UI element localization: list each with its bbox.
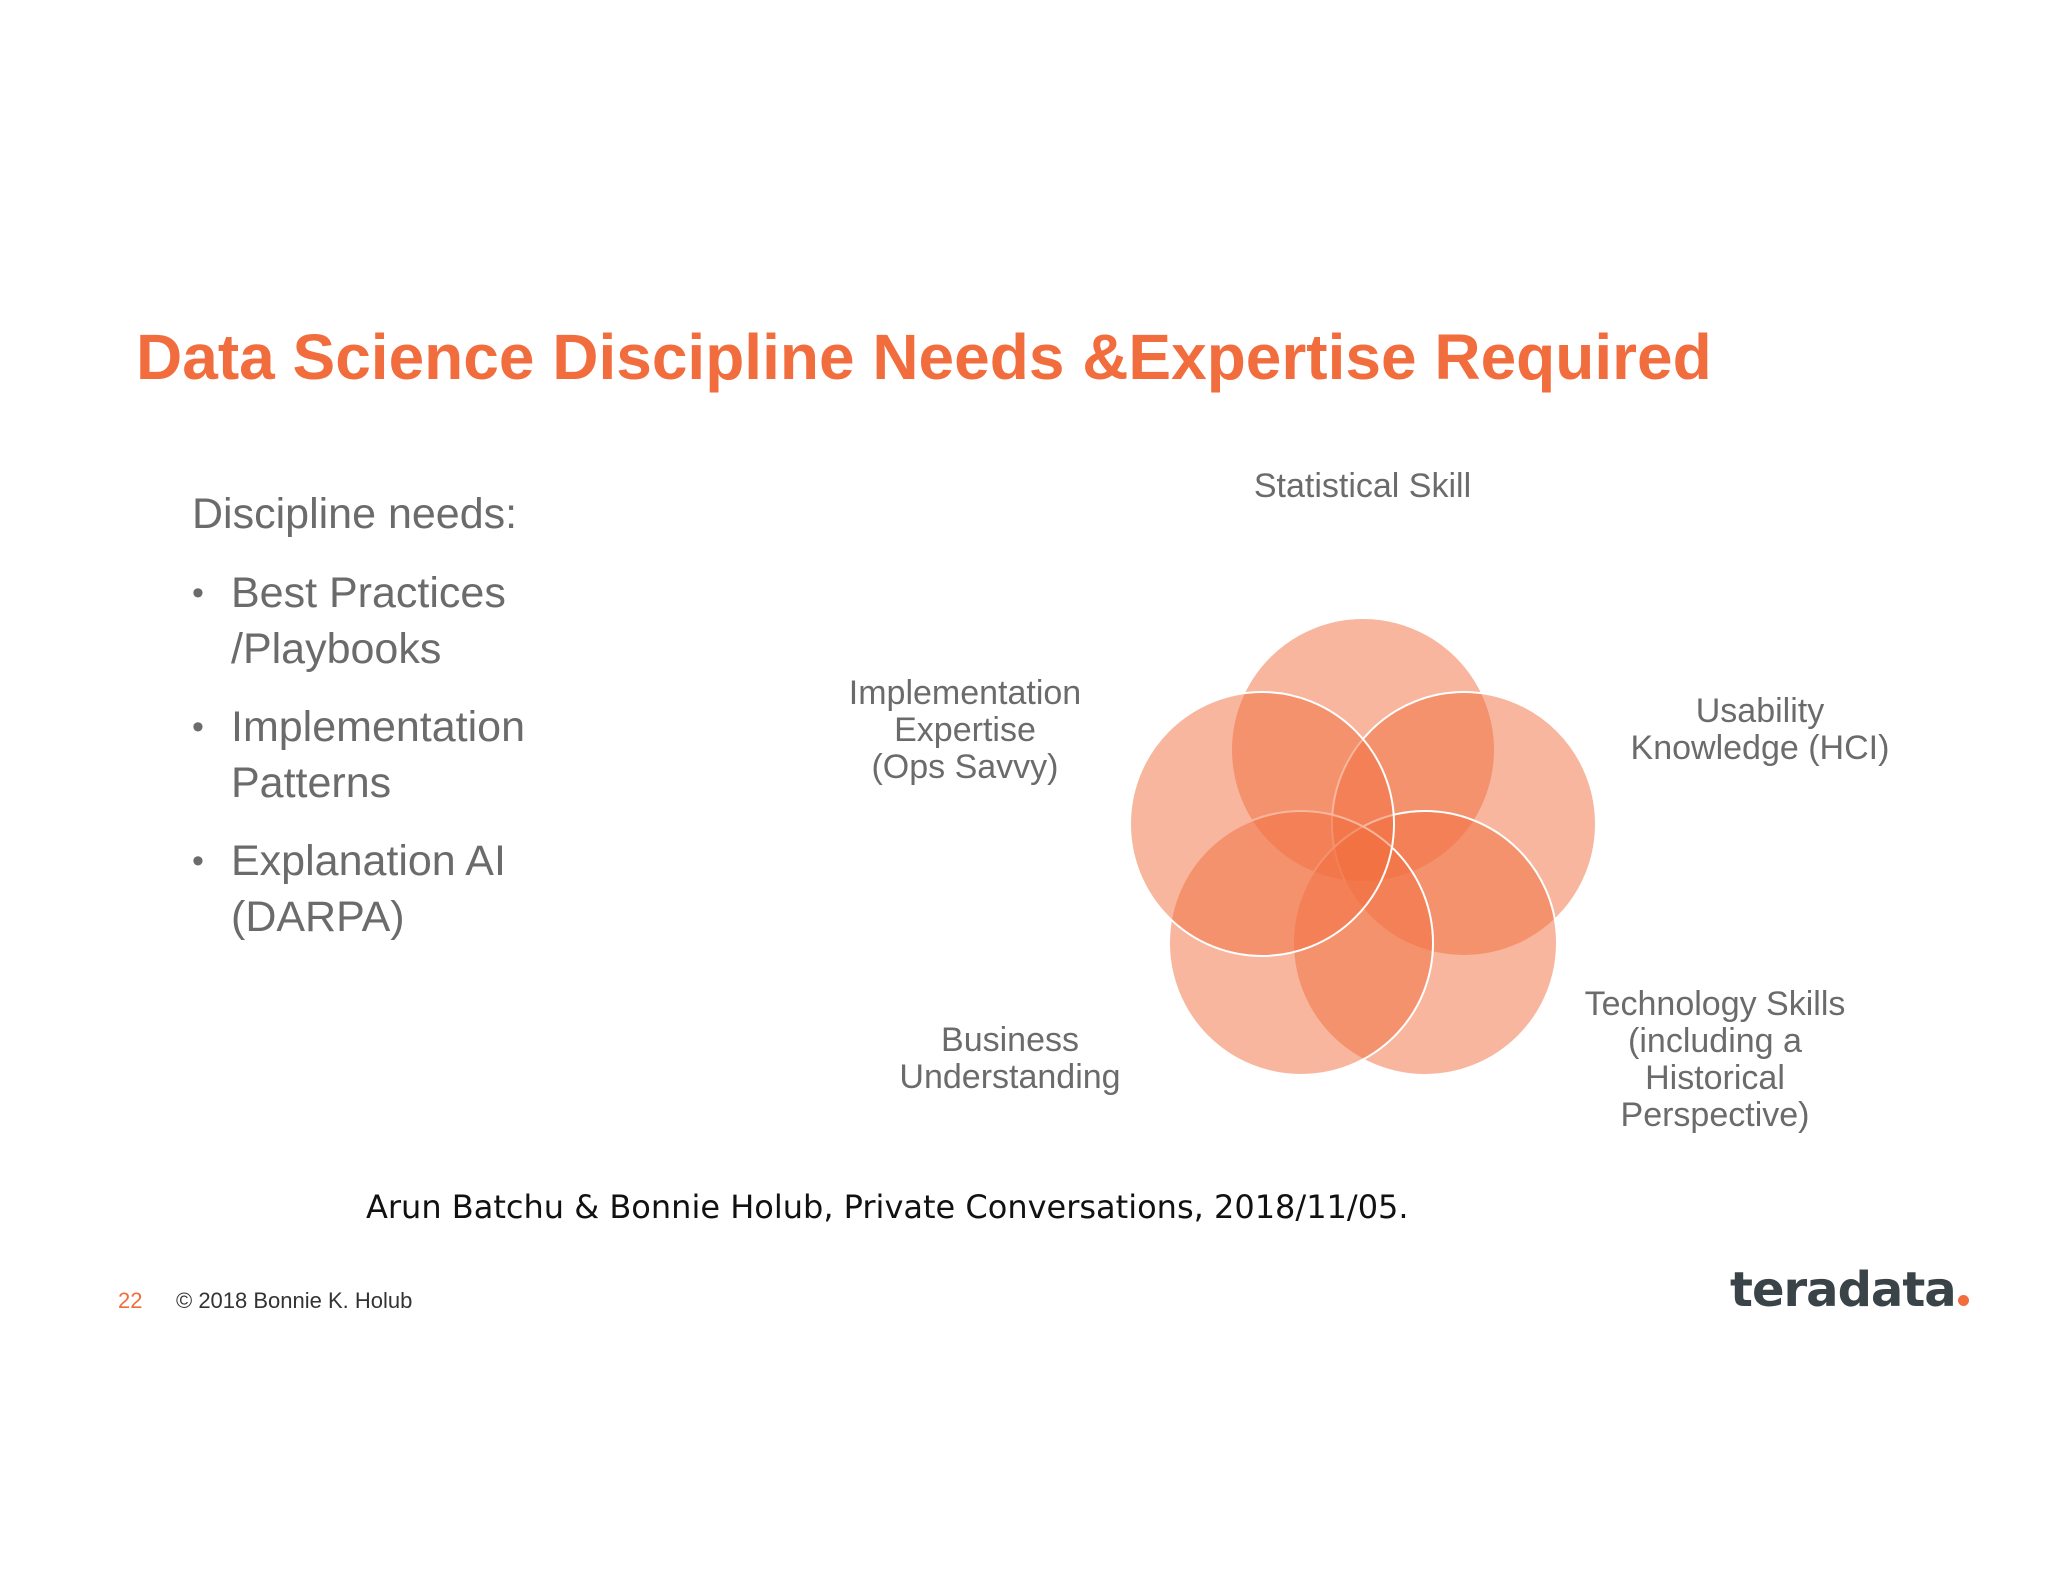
slide-title: Data Science Discipline Needs &Expertise… xyxy=(136,321,1712,393)
citation: Arun Batchu & Bonnie Holub, Private Conv… xyxy=(366,1188,1409,1226)
list-item-line: Patterns xyxy=(231,759,392,807)
bullet-icon: • xyxy=(192,574,204,612)
venn-circles xyxy=(1129,617,1597,1076)
circle-implementation-expertise xyxy=(1129,691,1395,957)
list-item: • Implementation Patterns xyxy=(192,699,632,811)
label-statistical-skill: Statistical Skill xyxy=(1253,467,1472,505)
logo-text: teradata xyxy=(1730,1262,1957,1318)
list-item-line: /Playbooks xyxy=(231,625,442,673)
teradata-logo: teradata xyxy=(1730,1262,1969,1318)
list-item: • Best Practices /Playbooks xyxy=(192,565,632,677)
label-technology-skills: Technology Skills (including a Historica… xyxy=(1584,985,1846,1134)
label-usability-knowledge: Usability Knowledge (HCI) xyxy=(1630,692,1890,767)
copyright-notice: © 2018 Bonnie K. Holub xyxy=(176,1288,413,1313)
list-item-line: Explanation AI xyxy=(231,837,506,885)
discipline-needs-list: • Best Practices /Playbooks • Implementa… xyxy=(192,565,632,967)
logo-dot-icon xyxy=(1957,1295,1969,1306)
label-business-understanding: Business Understanding xyxy=(899,1021,1121,1096)
label-implementation-expertise: Implementation Expertise (Ops Savvy) xyxy=(848,674,1082,786)
list-item-line: Implementation xyxy=(231,703,525,751)
list-item: • Explanation AI (DARPA) xyxy=(192,833,632,945)
bullet-icon: • xyxy=(192,842,204,880)
page-number: 22 xyxy=(118,1288,143,1313)
list-item-line: (DARPA) xyxy=(231,893,405,941)
discipline-needs-heading: Discipline needs: xyxy=(192,490,518,538)
list-item-line: Best Practices xyxy=(231,569,506,617)
bullet-icon: • xyxy=(192,708,204,746)
